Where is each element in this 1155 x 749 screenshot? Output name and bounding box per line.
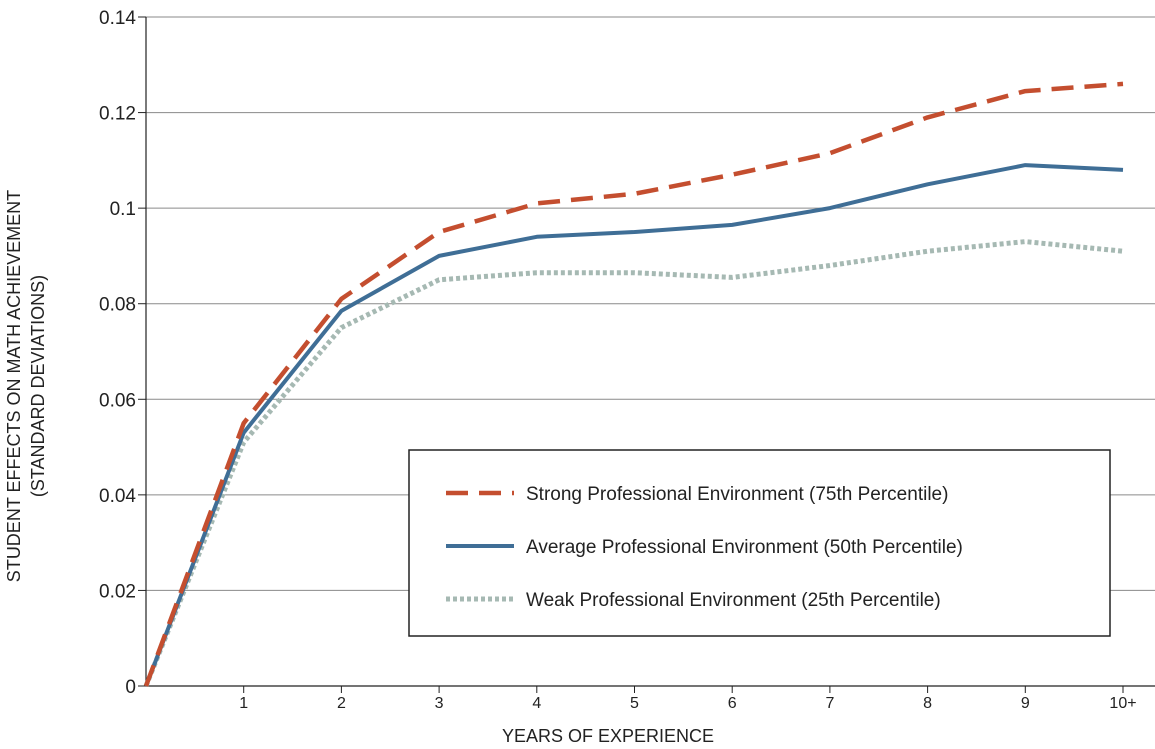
y-tick-label: 0.14	[99, 8, 136, 29]
legend-label-2: Average Professional Environment (50th P…	[526, 537, 963, 558]
x-tick-label: 3	[435, 695, 444, 712]
x-tick-label: 8	[923, 695, 932, 712]
y-tick-label: 0.12	[99, 104, 136, 125]
legend-label-1: Strong Professional Environment (75th Pe…	[526, 484, 948, 505]
y-tick-label: 0.08	[99, 295, 136, 316]
y-axis-title-line-2: (STANDARD DEVIATIONS)	[28, 275, 48, 497]
legend-label-3: Weak Professional Environment (25th Perc…	[526, 590, 941, 611]
y-tick-label: 0.06	[99, 390, 136, 411]
x-tick-label: 10+	[1109, 695, 1136, 712]
x-axis-title: YEARS OF EXPERIENCE	[502, 726, 714, 746]
series-line-1	[143, 81, 1124, 687]
gridlines	[146, 16, 1155, 591]
y-axis-ticks: 0 0.02 0.04 0.06 0.08 0.1 0.12 0.14	[99, 8, 146, 698]
x-tick-label: 1	[239, 695, 248, 712]
y-axis-title: STUDENT EFFECTS ON MATH ACHIEVEMENT (STA…	[4, 190, 48, 582]
series-lines	[143, 81, 1124, 687]
y-tick-label: 0	[125, 677, 136, 698]
axes	[145, 17, 1155, 687]
series-line-2	[144, 163, 1124, 687]
x-axis-ticks: 1 2 3 4 5 6 7 8 9 10+	[239, 686, 1137, 712]
y-tick-label: 0.02	[99, 581, 136, 602]
x-tick-label: 9	[1021, 695, 1030, 712]
y-tick-label: 0.04	[99, 486, 136, 507]
x-tick-label: 7	[825, 695, 834, 712]
x-tick-label: 4	[532, 695, 541, 712]
y-tick-label: 0.1	[110, 199, 136, 220]
x-tick-label: 6	[728, 695, 737, 712]
series-line-3	[143, 239, 1124, 687]
x-tick-label: 5	[630, 695, 639, 712]
legend-box	[408, 449, 1111, 637]
y-axis-title-line-1: STUDENT EFFECTS ON MATH ACHIEVEMENT	[4, 190, 24, 582]
legend: Strong Professional Environment (75th Pe…	[408, 449, 1111, 637]
x-tick-label: 2	[337, 695, 346, 712]
